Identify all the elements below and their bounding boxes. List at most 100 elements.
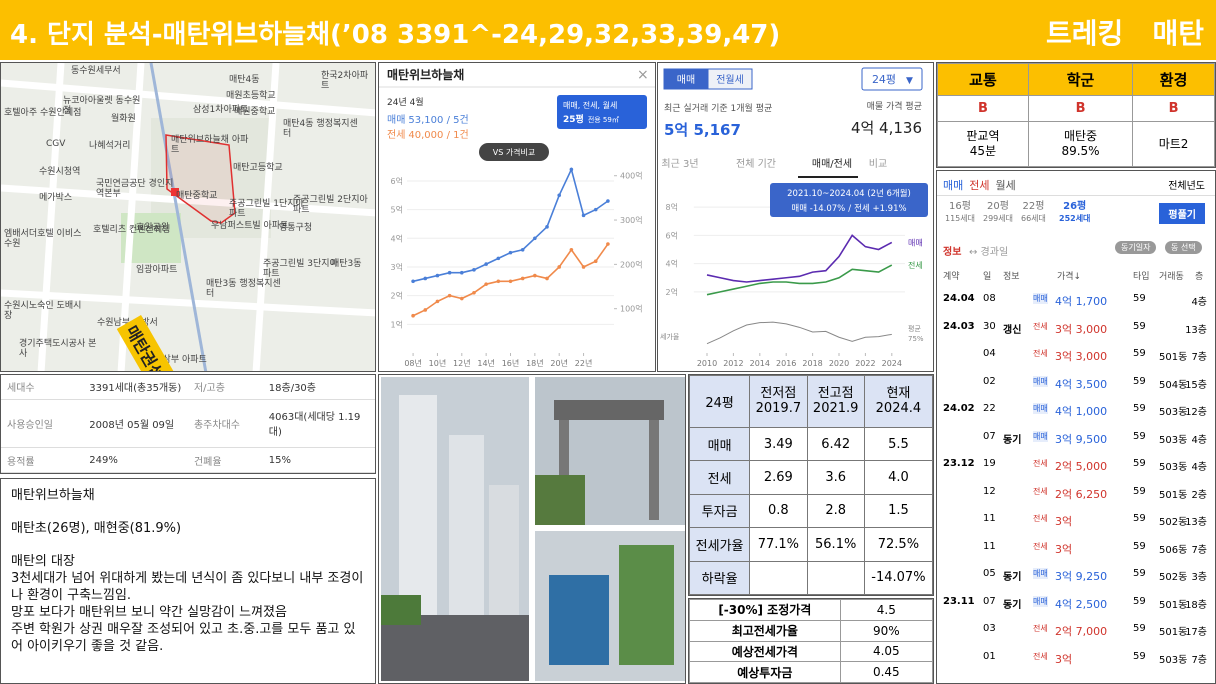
x-tick-label: 2020: [829, 359, 849, 368]
type: 59: [1133, 458, 1146, 469]
y-tick-label: 1억: [391, 319, 403, 329]
series-line: [706, 234, 893, 283]
point: [581, 213, 586, 218]
price: 3억 9,500: [1055, 432, 1108, 446]
x-tick-label: 2022: [855, 359, 875, 368]
cell: 0.45: [839, 661, 933, 683]
cell: 56.1%: [806, 527, 865, 562]
kind: 전세: [1033, 486, 1048, 496]
size-option: 22평 66세대: [1021, 201, 1046, 225]
info-label: 저/고층: [193, 383, 225, 395]
floor: 12층: [1185, 407, 1207, 418]
y-tick-label: 2억: [391, 291, 403, 301]
map-label: 매탄고등학교: [233, 163, 283, 173]
kind: 전세: [1033, 624, 1048, 633]
point: [606, 242, 610, 246]
avg-label: 최근 실거래 기준 1개월 평균: [664, 102, 772, 114]
map-label: 매탄3동: [331, 259, 362, 269]
filter-btn: 동 선택: [1165, 241, 1202, 254]
detail: 판교역 45분: [937, 121, 1029, 167]
type: 59: [1133, 485, 1146, 497]
map-label: 매탄4동 행정복지센터: [283, 119, 358, 139]
listing-label: 매물 가격 평균: [867, 100, 922, 112]
floor: 2층: [1191, 489, 1207, 501]
title: 4. 단지 분석-매탄위브하늘채(’08 3391^-24,29,32,33,3…: [10, 20, 781, 50]
dong: 503동: [1159, 407, 1188, 418]
type: 59: [1133, 513, 1146, 524]
point: [520, 247, 525, 252]
y-tick-label: 2억: [666, 287, 678, 297]
period-tab: 비교: [869, 158, 887, 170]
x-tick-label: 2010: [697, 359, 717, 368]
info-row: 용적률 249% 건폐율 15%: [1, 448, 375, 473]
floor: 7층: [1191, 352, 1207, 363]
units: 115세대: [945, 214, 975, 223]
column-header: 층: [1195, 272, 1204, 282]
map-label: 삼성1차아파트: [193, 105, 249, 115]
kind: 매매: [1033, 293, 1048, 304]
day: 01: [983, 650, 996, 662]
cell: [749, 560, 808, 595]
tooltip-sale: 매매 -14.07%: [791, 204, 845, 214]
floor: 3층: [1191, 572, 1207, 583]
tab: 전세: [969, 179, 990, 192]
month: 24.02: [943, 403, 975, 414]
photos: [378, 374, 686, 684]
compare-btn: [479, 143, 549, 161]
filter: 매매, 전세, 월세: [563, 100, 617, 110]
point: [569, 247, 574, 252]
cell: 0.8: [749, 493, 808, 529]
point: [557, 193, 562, 198]
floor: 15층: [1185, 379, 1207, 391]
kind: 매매: [1033, 568, 1048, 579]
cell: -14.07%: [863, 560, 933, 595]
type: 59: [1133, 320, 1146, 332]
series-label: 매매: [908, 238, 923, 247]
tooltip-values: 매매 -14.07% / 전세 +1.91%: [791, 203, 906, 214]
row-label: 매매: [689, 426, 751, 462]
info-value: 3391세대(총35개동): [89, 383, 182, 395]
ratio-avg: 평균: [908, 324, 921, 333]
day: 02: [983, 375, 996, 387]
note-paragraph: 매탄의 대장 3천세대가 넘어 위대하게 봤는데 년식이 좀 있다보니 내부 조경…: [11, 553, 365, 655]
floor: 18층: [1185, 599, 1207, 611]
cell: 4.05: [839, 640, 933, 663]
note-line: 주변 학원가 상권 매우잘 조성되어 있고 초.중.고를 모두 품고 있어 아이…: [11, 622, 356, 654]
day: 11: [983, 513, 996, 524]
kind: 매매: [1033, 595, 1048, 607]
price-table: 24평 전저점 2019.7 전고점 2021.9 현재 2024.4 매매 3.49 6.42 5…: [689, 375, 933, 595]
point: [581, 265, 586, 269]
corner: 24평: [689, 375, 751, 428]
close: ×: [637, 67, 649, 83]
floor: 4층: [1191, 434, 1207, 446]
day: 05: [983, 568, 996, 579]
map-label: 권선삼부 아파트: [146, 355, 207, 365]
tooltip-sep: /: [848, 204, 851, 214]
x-tick-label: 08년: [404, 358, 422, 368]
map-label: 매탄중학교: [176, 191, 218, 201]
cell: 2.69: [749, 460, 808, 495]
kind: 전세: [1033, 541, 1048, 551]
row-label: 전세가율: [689, 527, 751, 562]
trend-chart: 매매 전월세 24평 ▼ 최근 실거래 기준 1개월 평균 5억 5,167 매물 가격 평…: [660, 67, 928, 368]
type: 59: [1133, 403, 1146, 414]
point: [496, 279, 501, 284]
note-paragraph: 매탄위브하늘채: [11, 487, 365, 504]
dong: 502동: [1159, 517, 1188, 528]
point: [484, 262, 488, 266]
point: [593, 259, 598, 264]
note-line: 매탄의 대장: [11, 554, 75, 569]
tooltip: [770, 183, 928, 217]
divider: [937, 195, 1215, 196]
row-label: 하락율: [689, 560, 751, 595]
header-text: 현재: [886, 386, 911, 402]
adjust-panel: [-30%] 조정가격 4.5 최고전세가율 90% 예상전세가격 4.05 예상투자금 0.…: [688, 598, 934, 684]
cell: 6.42: [806, 426, 865, 462]
info-value: 18층/30층: [268, 383, 316, 395]
price: 4억 2,500: [1055, 597, 1108, 611]
summary: 전세 40,000 / 1건: [387, 129, 469, 141]
adjust-table: [-30%] 조정가격 4.5 최고전세가율 90% 예상전세가격 4.05 예상투자금 0.…: [689, 599, 933, 683]
row: 투자금 0.8 2.8 1.5: [689, 493, 933, 529]
day: 03: [983, 623, 996, 634]
cell: 4.5: [839, 599, 933, 621]
